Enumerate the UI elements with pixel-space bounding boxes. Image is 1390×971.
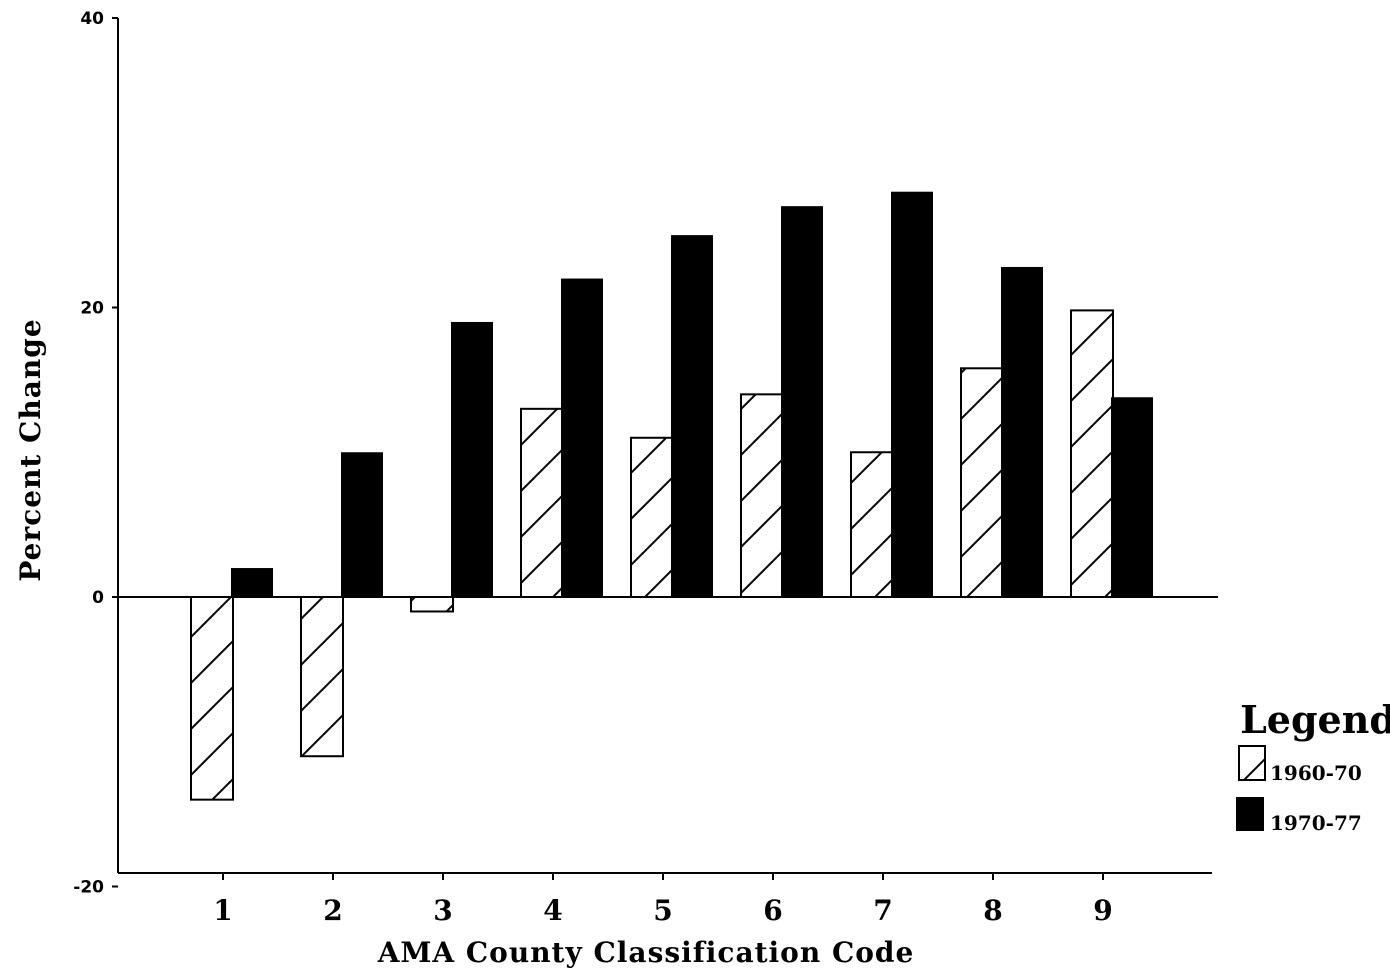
bar-1960-70-cat-5: [630, 436, 674, 598]
bar-1960-70-cat-9: [1070, 309, 1114, 598]
bar-1960-70-cat-8: [960, 367, 1004, 599]
bar-1960-70-cat-2: [300, 596, 344, 758]
bar-1960-70-cat-4: [520, 407, 564, 599]
y-tick-label: -20: [73, 878, 104, 898]
y-tick-label: 40: [80, 9, 104, 29]
x-category-label: 1: [213, 894, 232, 927]
legend-swatch-hatched: [1238, 745, 1266, 781]
bar-1960-70-cat-7: [850, 451, 894, 598]
legend: Legend 1960-70 1970-77: [1236, 697, 1390, 835]
bar-1970-77-cat-1: [231, 568, 273, 597]
bars-group: [190, 191, 1153, 801]
legend-label-1960-70: 1960-70: [1270, 761, 1362, 785]
bar-1970-77-cat-2: [341, 452, 383, 597]
x-axis-ticks: 1 2 3 4 5 6 7 8 9: [213, 873, 1113, 927]
x-category-label: 4: [543, 894, 562, 927]
x-category-label: 7: [873, 894, 892, 927]
x-category-label: 2: [323, 894, 342, 927]
bar-1970-77-cat-3: [451, 321, 493, 597]
legend-swatch-solid: [1236, 797, 1264, 831]
bar-1970-77-cat-7: [891, 191, 933, 597]
x-category-label: 9: [1093, 894, 1112, 927]
bar-1970-77-cat-9: [1111, 397, 1153, 597]
x-axis-title: AMA County Classification Code: [377, 936, 915, 969]
y-tick-label: 0: [92, 588, 104, 608]
bar-1960-70-cat-3: [410, 596, 454, 613]
y-axis-ticks: -20 0 20 40: [73, 9, 118, 898]
bar-1960-70-cat-6: [740, 393, 784, 598]
bar-1970-77-cat-6: [781, 206, 823, 598]
bar-1970-77-cat-8: [1001, 266, 1043, 597]
x-category-label: 5: [653, 894, 672, 927]
x-category-label: 6: [763, 894, 782, 927]
x-category-label: 3: [433, 894, 452, 927]
legend-label-1970-77: 1970-77: [1270, 811, 1362, 835]
y-axis-title: Percent Change: [14, 318, 47, 581]
bar-1970-77-cat-5: [671, 235, 713, 597]
x-category-label: 8: [983, 894, 1002, 927]
y-tick-label: 20: [80, 299, 104, 319]
bar-1970-77-cat-4: [561, 278, 603, 597]
legend-title: Legend: [1240, 697, 1390, 742]
bar-1960-70-cat-1: [190, 596, 234, 801]
